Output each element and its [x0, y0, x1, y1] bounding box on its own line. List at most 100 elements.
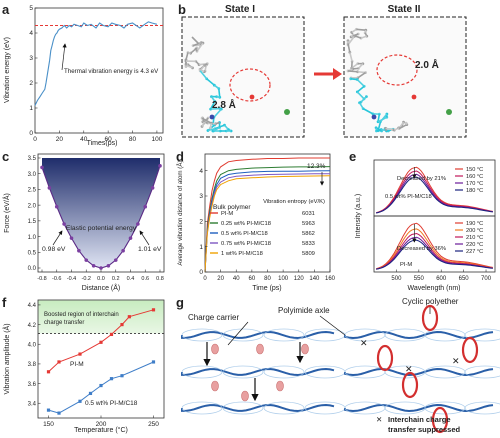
charge-carrier-bead [276, 380, 284, 392]
panel-f-boost-label-2: charge transfer [44, 320, 84, 326]
legend-name: PI-M [221, 211, 233, 217]
x-tick-label: 0.8 [156, 276, 164, 282]
vibration-envelope [222, 328, 264, 342]
panel-c-point [47, 186, 52, 190]
panel-f-point [109, 377, 114, 381]
polyimide-chain [344, 367, 494, 377]
bond [356, 28, 366, 32]
x-tick-label: 120 [294, 276, 305, 282]
y-tick-label: 3 [199, 193, 203, 200]
panel-g-axle: Polyimide axle [278, 306, 330, 315]
x-tick-label: 20 [217, 276, 224, 282]
panel-c-point [128, 236, 133, 240]
y-tick-label: 3.4 [28, 401, 37, 407]
x-tick-label: 0.6 [141, 276, 149, 282]
bond [192, 41, 202, 47]
legend-name: 170 °C [466, 181, 483, 187]
panel-f-point [151, 308, 156, 312]
panel-b-dist2: 2.0 Å [415, 58, 439, 71]
panel-e-bottom-curve [376, 232, 493, 270]
y-tick-label: 3.0 [28, 172, 37, 178]
y-tick-label: 2 [29, 80, 33, 87]
x-tick-label: 140 [309, 276, 320, 282]
panel-f-point [120, 374, 124, 378]
y-tick-label: 1.5 [28, 219, 37, 225]
x-tick-label: 40 [80, 136, 88, 143]
x-tick-label: -0.8 [37, 276, 46, 282]
panel-b-state2-molecule [346, 27, 452, 133]
panel-f-x-ticks: 150 200 250 [43, 415, 159, 428]
panel-f: f Boosted region of interchain charge tr… [2, 295, 165, 434]
x-tick-label: -0.4 [67, 276, 76, 282]
x-tick-label: 60 [105, 136, 113, 143]
bond [349, 52, 353, 62]
y-tick-label: 3.6 [28, 382, 37, 388]
panel-e-xlabel: Wavelength (nm) [407, 285, 460, 292]
y-tick-label: 2 [199, 219, 203, 226]
panel-b-state1-title: State I [225, 4, 255, 15]
panel-a-ylabel: Vibration energy (eV) [4, 37, 11, 103]
charge-carrier-bead [241, 390, 249, 402]
legend-name: 0.75 wt% PI-M/C18 [221, 241, 271, 247]
panel-d: d 0 1 2 3 4 0 20 40 60 80 100 120 140 160 12.3% Bulk… [176, 149, 336, 292]
panel-c-point [158, 164, 162, 168]
vibration-envelope [384, 401, 426, 415]
panel-f-point [99, 383, 103, 388]
vibration-envelope [263, 365, 305, 379]
bond [379, 113, 388, 123]
panel-d-percent: 12.3% [307, 163, 326, 170]
legend-name: 190 °C [466, 221, 483, 227]
cyclic-polyether-ring [461, 336, 479, 364]
y-tick-label: 0 [199, 269, 203, 276]
polyimide-chain [181, 403, 335, 413]
x-tick-label: 0.4 [127, 276, 135, 282]
bond [213, 108, 222, 118]
panel-a-label: a [2, 2, 10, 17]
bond [217, 88, 221, 98]
vibration-envelope [181, 328, 223, 342]
panel-f-point [109, 332, 114, 337]
panel-c-point [84, 258, 89, 262]
panel-d-xlabel: Time (ps) [252, 285, 281, 292]
panel-c-label: c [2, 149, 9, 164]
panel-d-entropy-label-1: Vibration entropy (eV/K) [263, 199, 325, 205]
legend-value: 5833 [302, 241, 315, 247]
panel-c-ylabel: Force (eV/Å) [2, 193, 11, 233]
panel-f-point [78, 352, 82, 356]
x-tick-label: 200 [96, 421, 107, 428]
panel-c-point [69, 236, 74, 240]
panel-c-point [143, 204, 148, 209]
panel-f-boost-label-1: Boosted region of interchain [44, 312, 119, 318]
panel-a-x-ticks: 0 20 40 60 80 100 [33, 130, 163, 143]
bond [199, 70, 208, 80]
panel-c-point [150, 186, 155, 190]
panel-f-label: f [2, 295, 7, 310]
vibration-envelope [424, 365, 466, 379]
legend-value: 6031 [302, 211, 315, 217]
panel-e: e 500 550 600 650 700 Decreased by 21% 0.5 w… [349, 149, 496, 292]
atom [371, 114, 377, 120]
panel-e-label: e [349, 149, 356, 164]
vibration-envelope [263, 328, 305, 342]
x-tick-label: 0 [203, 276, 207, 282]
panel-a-frame [34, 7, 164, 134]
polyimide-chain [181, 367, 335, 377]
x-tick-label: -0.2 [82, 276, 91, 282]
panel-a: a 0 1 2 3 4 5 0 20 40 60 80 100 Thermal vibration … [2, 2, 164, 147]
panel-f-point [57, 411, 61, 415]
panel-e-bottom-curve [376, 222, 493, 270]
atom [249, 94, 255, 100]
x-tick-label: 250 [148, 421, 159, 428]
y-tick-label: 3.5 [28, 156, 37, 162]
panel-c-point [62, 222, 66, 226]
panel-e-top-curves [376, 166, 493, 214]
panel-f-series1-label: PI-M [70, 361, 84, 368]
panel-c-right-label: 1.01 eV [138, 246, 162, 253]
panel-g-polyether: Cyclic polyether [402, 297, 459, 306]
charge-carrier-bead [211, 380, 219, 392]
panel-c-point [77, 248, 81, 253]
x-tick-label: -0.6 [52, 276, 61, 282]
x-tick-label: 650 [459, 276, 470, 282]
cyclic-polyether-ring [431, 406, 449, 434]
